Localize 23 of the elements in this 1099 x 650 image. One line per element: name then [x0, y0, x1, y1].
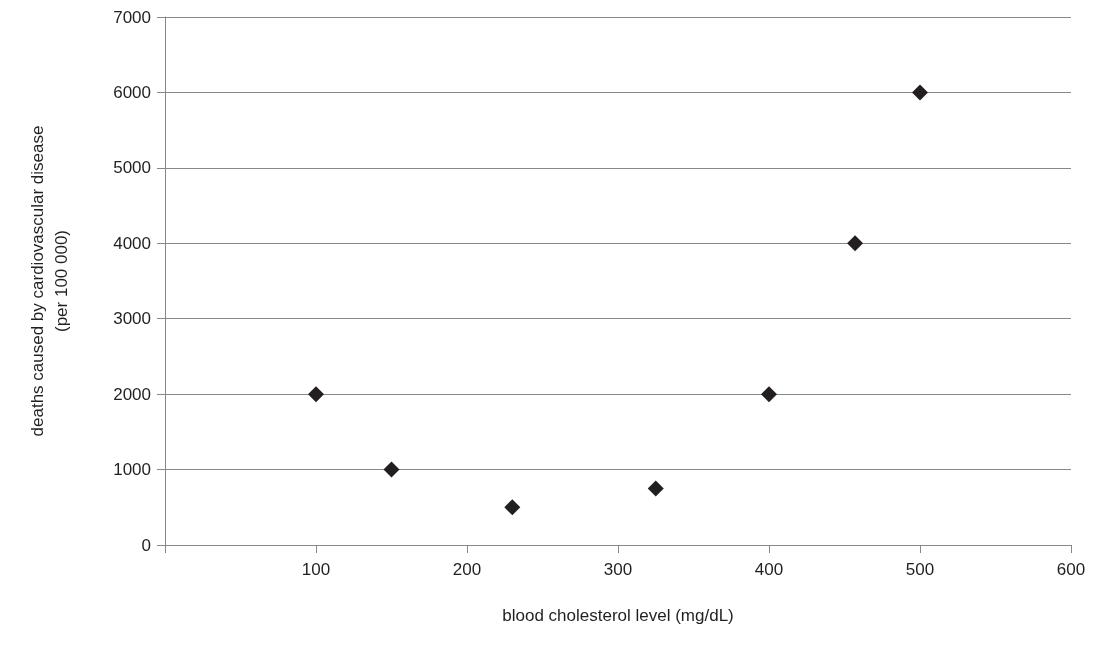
y-tick-label: 4000 [113, 233, 151, 253]
x-axis-title: blood cholesterol level (mg/dL) [502, 606, 734, 625]
y-tick-label: 2000 [113, 384, 151, 404]
y-tick-label: 6000 [113, 82, 151, 102]
y-tick-label: 3000 [113, 309, 151, 329]
x-tick-label: 500 [905, 560, 935, 579]
point [761, 386, 777, 403]
point [647, 480, 664, 497]
point [308, 386, 324, 403]
y-tick-label: 0 [141, 535, 151, 555]
y-axis-title: deaths caused by cardiovascular disease (per 100 000) [27, 125, 71, 437]
point [383, 461, 400, 478]
y-tick-label: 7000 [113, 7, 151, 27]
point [504, 499, 521, 516]
point [847, 235, 864, 252]
x-tick-label: 300 [603, 560, 633, 579]
x-tick-label: 600 [1056, 560, 1086, 579]
y-tick-label: 1000 [113, 460, 151, 480]
point [912, 84, 928, 101]
x-tick-label: 400 [754, 560, 784, 579]
x-tick-label: 100 [301, 560, 331, 579]
x-tick-label: 200 [452, 560, 482, 579]
y-tick-label: 5000 [113, 158, 151, 178]
